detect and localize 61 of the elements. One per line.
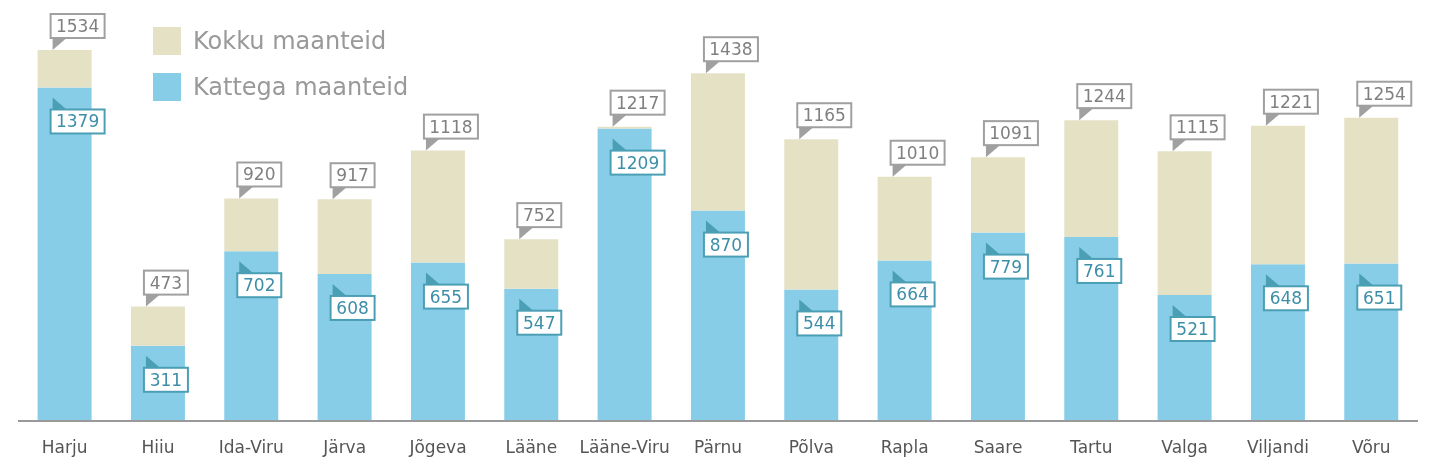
- total-label: 1217: [615, 92, 660, 113]
- total-label: 1118: [429, 116, 473, 137]
- data-label: 311: [149, 369, 183, 390]
- data-label: 655: [429, 286, 463, 307]
- bar: [410, 150, 465, 263]
- x-tick-label: Viljandi: [1246, 437, 1310, 458]
- data-label: 547: [523, 312, 556, 333]
- data-label: 761: [1083, 260, 1116, 281]
- data-label: 1379: [55, 111, 100, 132]
- legend-label: Kattega maanteid: [193, 73, 409, 101]
- bar: [504, 239, 559, 289]
- x-tick-label: Pärnu: [693, 437, 743, 458]
- total-label: 1165: [802, 105, 846, 126]
- x-tick-label: Järva: [322, 437, 367, 458]
- x-tick-label: Lääne: [505, 437, 558, 458]
- bar: [1250, 125, 1305, 265]
- total-label: 1115: [1175, 117, 1220, 138]
- x-tick-label: Ida-Viru: [218, 437, 284, 458]
- bar: [1344, 117, 1399, 264]
- total-label: 1244: [1082, 86, 1126, 107]
- bar: [130, 306, 185, 346]
- data-label: 702: [243, 275, 276, 296]
- data-label: 544: [803, 313, 836, 334]
- total-label: 1438: [709, 39, 753, 60]
- legend-label: Kokku maanteid: [193, 27, 387, 55]
- x-tick-label: Jõgeva: [408, 437, 467, 458]
- x-tick-label: Harju: [41, 437, 88, 458]
- data-label: 648: [1269, 288, 1303, 309]
- x-tick-label: Võru: [1352, 437, 1391, 458]
- data-label: 779: [989, 256, 1023, 277]
- x-tick-label: Saare: [973, 437, 1023, 458]
- bar: [784, 139, 839, 290]
- bar: [877, 176, 932, 261]
- x-tick-label: Põlva: [788, 437, 834, 458]
- data-label: 1209: [615, 152, 660, 173]
- data-label: 651: [1363, 287, 1396, 308]
- total-label: 1534: [55, 16, 100, 36]
- bar: [690, 73, 745, 211]
- total-label: 1010: [895, 142, 940, 163]
- total-label: 920: [243, 164, 276, 185]
- x-tick-label: Hiiu: [141, 437, 175, 458]
- total-label: 752: [523, 205, 556, 226]
- bar: [1064, 120, 1119, 237]
- data-label: 870: [709, 234, 743, 255]
- bar: [37, 50, 92, 88]
- bar: [224, 198, 279, 252]
- data-label: 664: [896, 284, 929, 305]
- x-tick-label: Tartu: [1069, 437, 1113, 458]
- x-tick-label: Lääne-Viru: [579, 437, 670, 458]
- total-label: 473: [149, 272, 183, 293]
- total-label: 917: [336, 165, 369, 186]
- data-label: 521: [1176, 319, 1209, 339]
- total-label: 1254: [1362, 83, 1406, 104]
- bar: [317, 199, 372, 274]
- total-label: 1221: [1269, 91, 1313, 112]
- x-tick-label: Valga: [1161, 437, 1208, 458]
- bar: [970, 157, 1025, 233]
- x-tick-label: Rapla: [880, 437, 929, 458]
- data-label: 608: [336, 297, 369, 318]
- total-label: 1091: [989, 123, 1033, 144]
- bar: [1157, 151, 1212, 295]
